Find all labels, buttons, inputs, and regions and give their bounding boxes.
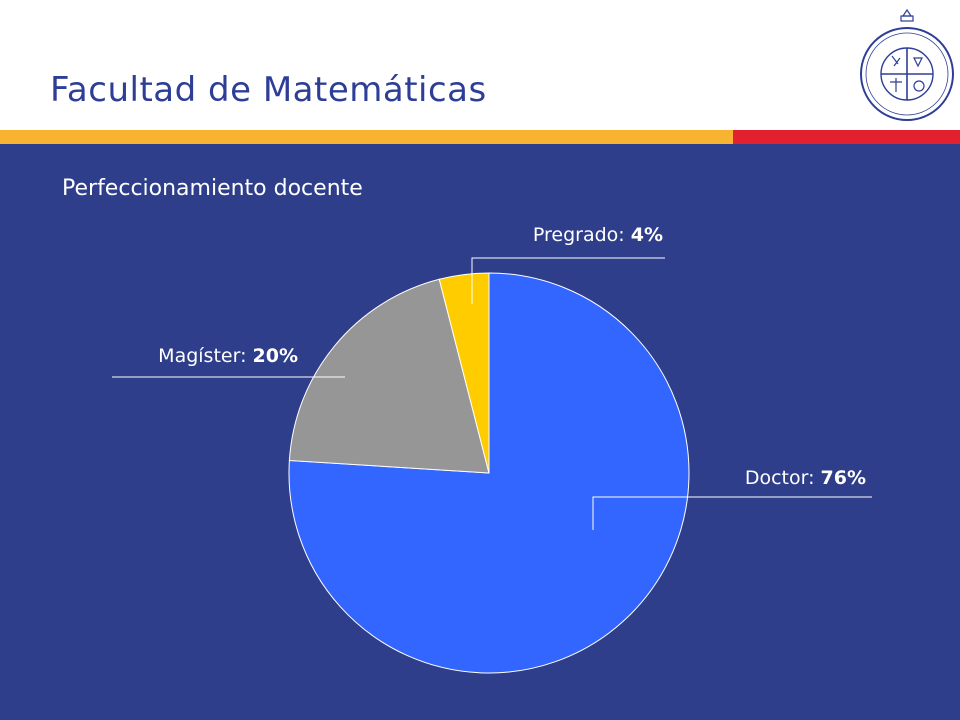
slide-subtitle: Perfeccionamiento docente bbox=[62, 176, 363, 201]
page-title: Facultad de Matemáticas bbox=[50, 70, 487, 110]
pie-slice-magister bbox=[288, 278, 490, 474]
data-label-pregrado: Pregrado: 4% bbox=[533, 224, 663, 246]
pie-slice-pregrado bbox=[438, 272, 490, 474]
leader-line-pregrado bbox=[471, 257, 665, 304]
data-label-doctor: Doctor: 76% bbox=[745, 467, 866, 489]
accent-bar-yellow bbox=[0, 130, 733, 144]
data-label-magister: Magíster: 20% bbox=[158, 345, 298, 367]
header: Facultad de Matemáticas bbox=[0, 0, 960, 130]
pie-slice-doctor bbox=[288, 272, 690, 674]
accent-bar-red bbox=[733, 130, 960, 144]
university-seal-logo bbox=[860, 8, 954, 121]
leader-line-doctor bbox=[592, 496, 872, 530]
